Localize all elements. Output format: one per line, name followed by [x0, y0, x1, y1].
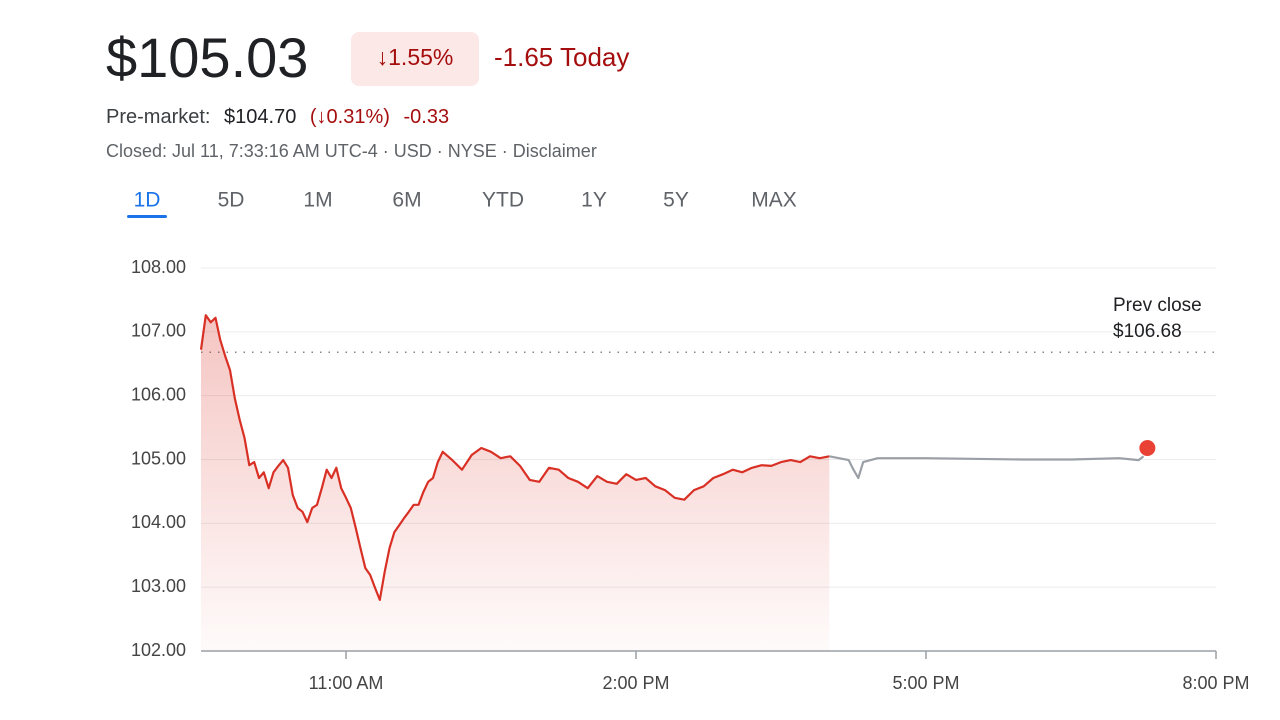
area-fill	[201, 315, 830, 651]
chart: 102.00 103.00 104.00 105.00 106.00 107.00 108.…	[131, 257, 1250, 693]
range-tab[interactable]: 1D	[134, 189, 161, 212]
price: $105.03	[106, 26, 308, 89]
y-tick-label: 103.00	[131, 576, 186, 596]
range-tab[interactable]: 6M	[392, 189, 421, 212]
change-percent: ↓1.55%	[377, 44, 454, 70]
premarket-label: Pre-market:	[106, 106, 210, 128]
price-line	[199, 314, 830, 601]
x-tick-label: 11:00 AM	[309, 673, 384, 693]
prev-close-title: Prev close	[1113, 295, 1202, 316]
y-tick-label: 106.00	[131, 384, 186, 404]
range-tabs: 1D 5D 1M 6M YTD 1Y 5Y MAX	[127, 189, 797, 218]
y-tick-label: 108.00	[131, 257, 186, 277]
status-line: Closed: Jul 11, 7:33:16 AM UTC-4 · USD ·…	[106, 141, 597, 161]
premarket-change: -0.33	[403, 106, 449, 128]
premarket-line: Pre-market: $104.70 (↓0.31%) -0.33	[106, 106, 449, 128]
x-tick-label: 8:00 PM	[1182, 673, 1249, 693]
x-tick-label: 5:00 PM	[892, 673, 959, 693]
premarket-percent: (↓0.31%)	[310, 106, 390, 128]
last-price-dot	[1139, 440, 1156, 457]
prev-close-value: $106.68	[1113, 321, 1182, 342]
change-today: -1.65 Today	[494, 42, 629, 72]
change-badge	[351, 32, 479, 86]
y-tick-label: 102.00	[131, 640, 186, 660]
price-line	[829, 455, 1145, 480]
y-tick-label: 104.00	[131, 512, 186, 532]
y-tick-label: 105.00	[131, 448, 186, 468]
range-tab[interactable]: YTD	[482, 189, 524, 212]
x-tick-label: 2:00 PM	[602, 673, 669, 693]
y-tick-label: 107.00	[131, 321, 186, 341]
range-tab[interactable]: MAX	[751, 189, 797, 212]
range-tab[interactable]: 5Y	[663, 189, 689, 212]
active-tab-underline	[127, 215, 167, 218]
range-tab[interactable]: 1Y	[581, 189, 607, 212]
premarket-price: $104.70	[224, 106, 296, 128]
range-tab[interactable]: 1M	[303, 189, 332, 212]
range-tab[interactable]: 5D	[218, 189, 245, 212]
